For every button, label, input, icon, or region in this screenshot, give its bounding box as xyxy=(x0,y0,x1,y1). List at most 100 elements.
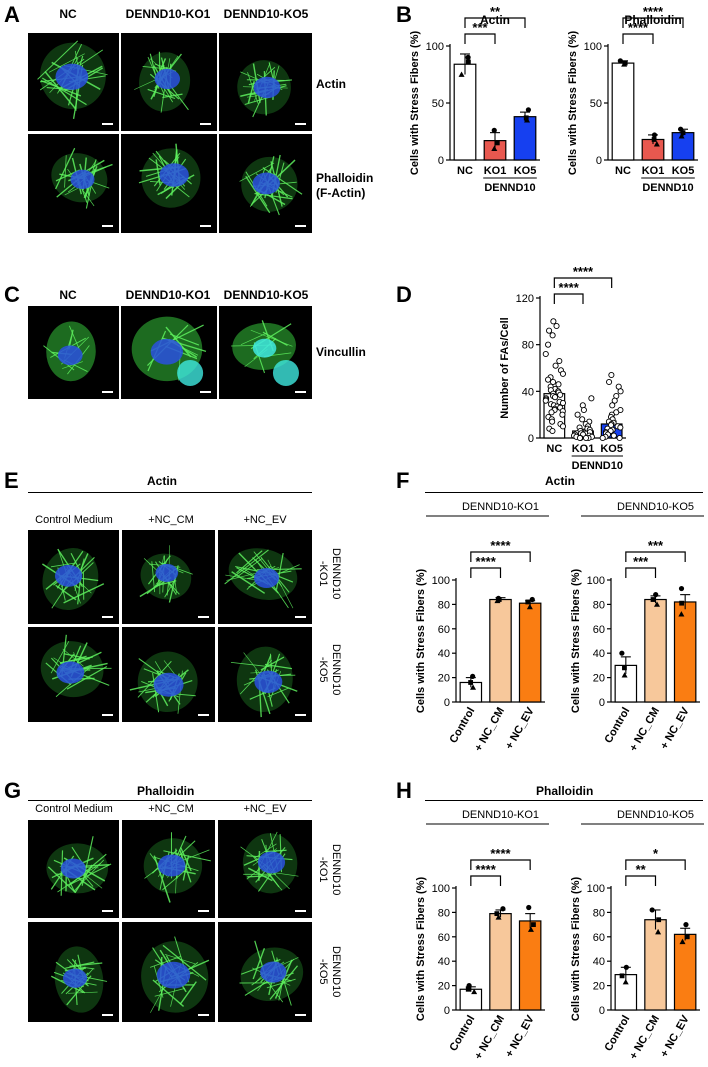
y-tick-label: 50 xyxy=(432,98,444,110)
scale-bar xyxy=(200,391,211,393)
data-point xyxy=(623,964,629,970)
chart-title: Phalloidin xyxy=(624,13,681,27)
column-label-control-medium-g: Control Medium xyxy=(35,803,113,815)
y-tick-label: 40 xyxy=(438,956,450,968)
row-label-dennd10-ko5-g: DENND10 -KO5 xyxy=(316,946,342,998)
group-label: DENND10 xyxy=(642,182,693,194)
nucleus xyxy=(63,968,88,988)
micrograph-render xyxy=(141,936,210,1013)
scale-bar xyxy=(102,391,113,393)
micrograph-e-ko5-nc-cm xyxy=(122,627,215,722)
stress-fiber xyxy=(154,580,177,587)
stress-fiber xyxy=(164,954,196,965)
panel-label-b: B xyxy=(396,2,412,27)
data-point xyxy=(559,423,567,430)
second-cell xyxy=(272,359,299,386)
micrograph-render xyxy=(46,836,112,896)
data-point xyxy=(494,140,500,146)
x-tick-label: NC xyxy=(615,165,631,177)
scale-bar xyxy=(200,123,211,125)
stress-fiber xyxy=(152,979,185,1007)
data-point xyxy=(468,680,474,685)
data-point xyxy=(579,416,586,423)
y-tick-label: 0 xyxy=(599,697,605,709)
significance-bracket xyxy=(553,293,584,304)
significance-bracket xyxy=(470,551,531,562)
panel-f-title: Actin xyxy=(545,474,575,488)
data-point xyxy=(582,434,590,442)
significance-bracket xyxy=(625,551,686,562)
significance-bracket xyxy=(470,875,502,886)
bar xyxy=(518,920,542,1011)
data-point xyxy=(609,402,616,409)
scale-bar xyxy=(102,714,113,716)
data-point xyxy=(494,911,500,917)
bar xyxy=(611,62,635,161)
chart-h-ko1: DENND10-KO1 Cells with Stress Fibers (%) 0… xyxy=(415,809,549,1062)
y-tick-label: 0 xyxy=(438,155,444,167)
bar xyxy=(644,598,667,703)
column-label-nc-ev-g: +NC_EV xyxy=(243,803,287,815)
stress-fiber xyxy=(68,853,107,887)
data-point xyxy=(545,376,552,383)
x-tick-label: KO5 xyxy=(672,165,695,177)
stress-fiber xyxy=(68,325,80,350)
data-point xyxy=(526,904,532,911)
panel-h-title-rule xyxy=(425,800,703,801)
data-point xyxy=(650,597,656,602)
significance-bracket xyxy=(470,859,531,870)
y-tick-label: 20 xyxy=(593,673,605,685)
data-point xyxy=(653,592,659,598)
stress-fiber xyxy=(142,65,169,70)
micrograph-g-ko1-nc-ev xyxy=(218,820,312,918)
panel-f-title-rule xyxy=(425,492,703,493)
stress-fiber xyxy=(254,192,293,200)
chart-title: DENND10-KO5 xyxy=(617,809,694,821)
data-point xyxy=(542,350,549,358)
stress-fiber xyxy=(68,991,98,994)
y-tick-label: 80 xyxy=(522,340,534,352)
y-tick-label: 0 xyxy=(596,155,602,167)
nucleus xyxy=(155,563,179,582)
y-tick-label: 100 xyxy=(584,41,602,53)
column-label-nc: NC xyxy=(59,7,77,21)
data-point xyxy=(576,434,583,442)
y-axis-label: Cells with Stress Fibers (%) xyxy=(570,569,582,714)
stress-fiber xyxy=(244,96,271,106)
nucleus xyxy=(54,564,83,587)
nucleus xyxy=(55,63,89,90)
data-point xyxy=(531,922,536,927)
panel-label-d: D xyxy=(396,282,412,307)
data-point xyxy=(496,597,502,602)
bar xyxy=(453,63,477,161)
data-point xyxy=(471,988,478,995)
column-label-nc-c: NC xyxy=(59,288,77,302)
scale-bar xyxy=(295,616,306,618)
x-tick-label: Control xyxy=(447,1014,477,1054)
micrograph-render xyxy=(239,940,304,1006)
data-point xyxy=(556,357,563,365)
data-point xyxy=(617,388,624,395)
data-point xyxy=(680,130,686,136)
scale-bar xyxy=(295,1014,306,1016)
significance-stars: **** xyxy=(628,20,649,35)
data-point xyxy=(678,585,685,592)
significance-stars: *** xyxy=(648,538,664,553)
data-point xyxy=(527,926,534,932)
data-point xyxy=(470,684,477,690)
scale-bar xyxy=(198,616,209,618)
stress-fiber xyxy=(237,558,263,577)
stress-fiber xyxy=(239,162,275,182)
micrograph-render xyxy=(40,634,112,698)
row-label-dennd10-ko5-e: DENND10 -KO5 xyxy=(316,644,342,696)
stress-fiber xyxy=(163,850,211,862)
significance-bracket xyxy=(622,17,684,28)
stress-fiber xyxy=(231,571,266,594)
micrograph-a-ko1-actin xyxy=(121,33,217,131)
micrograph-render xyxy=(37,40,108,120)
stress-fiber xyxy=(162,944,207,981)
x-tick-label: NC xyxy=(457,165,473,177)
panel-label-a: A xyxy=(4,2,20,27)
nucleus xyxy=(70,169,95,190)
stress-fiber xyxy=(262,167,303,195)
